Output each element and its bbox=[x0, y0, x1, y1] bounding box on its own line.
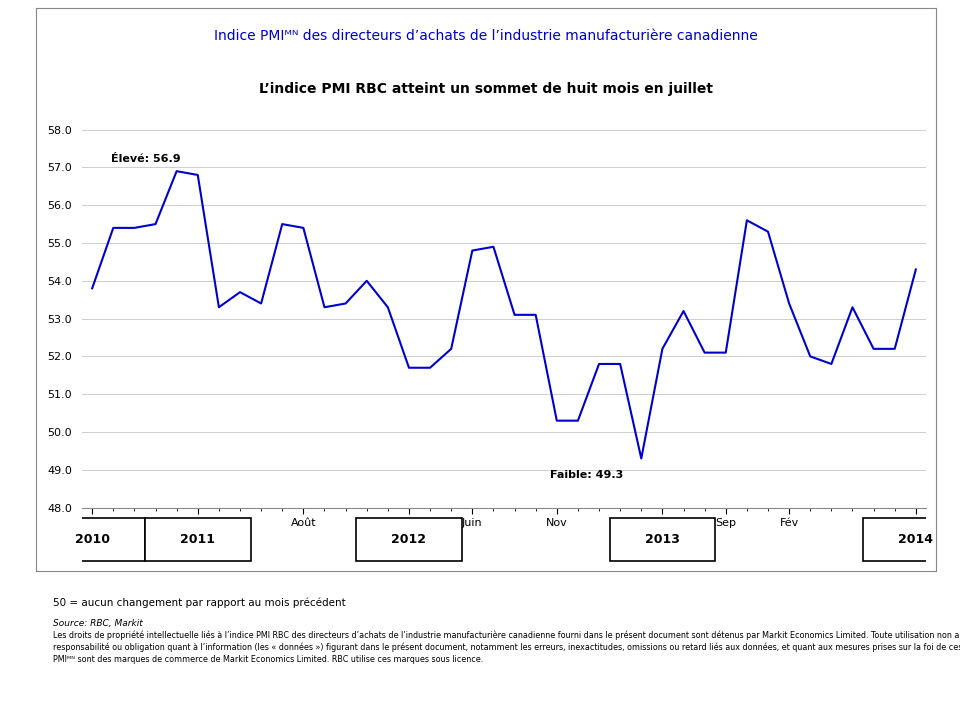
Bar bbox=[39, 518, 145, 561]
Text: 50 = aucun changement par rapport au mois précédent: 50 = aucun changement par rapport au moi… bbox=[53, 598, 346, 608]
Text: 2010: 2010 bbox=[75, 533, 109, 546]
Text: 2013: 2013 bbox=[645, 533, 680, 546]
Text: Élevé: 56.9: Élevé: 56.9 bbox=[111, 154, 180, 164]
Bar bbox=[145, 518, 251, 561]
Text: 2012: 2012 bbox=[392, 533, 426, 546]
Bar bbox=[863, 518, 960, 561]
Text: Indice PMIᴹᴺ des directeurs d’achats de l’industrie manufacturière canadienne: Indice PMIᴹᴺ des directeurs d’achats de … bbox=[214, 30, 758, 43]
Text: Les droits de propriété intellectuelle liés à l’indice PMI RBC des directeurs d’: Les droits de propriété intellectuelle l… bbox=[53, 630, 960, 664]
Text: L’indice PMI RBC atteint un sommet de huit mois en juillet: L’indice PMI RBC atteint un sommet de hu… bbox=[259, 82, 713, 96]
Text: 2014: 2014 bbox=[899, 533, 933, 546]
Text: Source: RBC, Markit: Source: RBC, Markit bbox=[53, 619, 142, 629]
Text: 2011: 2011 bbox=[180, 533, 215, 546]
Bar bbox=[610, 518, 715, 561]
Bar bbox=[356, 518, 462, 561]
Text: Faible: 49.3: Faible: 49.3 bbox=[550, 470, 624, 480]
